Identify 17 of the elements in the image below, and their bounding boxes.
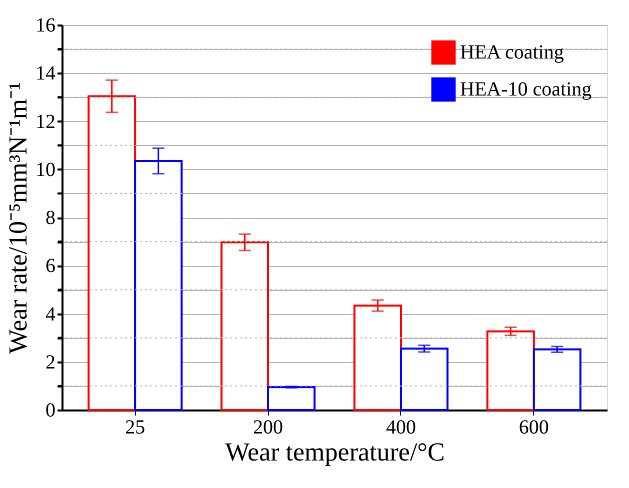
legend-label: HEA-10 coating: [460, 78, 592, 100]
legend-label: HEA coating: [460, 42, 564, 64]
x-tick-label: 400: [386, 416, 416, 438]
x-axis-title: Wear temperature/°C: [225, 438, 445, 466]
y-tick-label: 2: [46, 351, 56, 374]
y-tick-label: 8: [46, 207, 56, 229]
x-tick-label: 200: [253, 416, 284, 438]
y-axis-title: Wear rate/10⁻⁵mm³N⁻¹m⁻¹: [4, 82, 32, 354]
x-tick-label: 25: [125, 416, 146, 438]
y-tick-label: 6: [46, 255, 56, 278]
y-tick-label: 12: [36, 110, 56, 133]
x-tick-label: 600: [518, 416, 549, 438]
y-tick-label: 4: [46, 303, 56, 326]
y-tick-label: 16: [36, 14, 56, 36]
y-tick-label: 10: [36, 158, 56, 181]
y-tick-label: 14: [36, 62, 56, 85]
y-tick-label: 0: [46, 400, 56, 422]
